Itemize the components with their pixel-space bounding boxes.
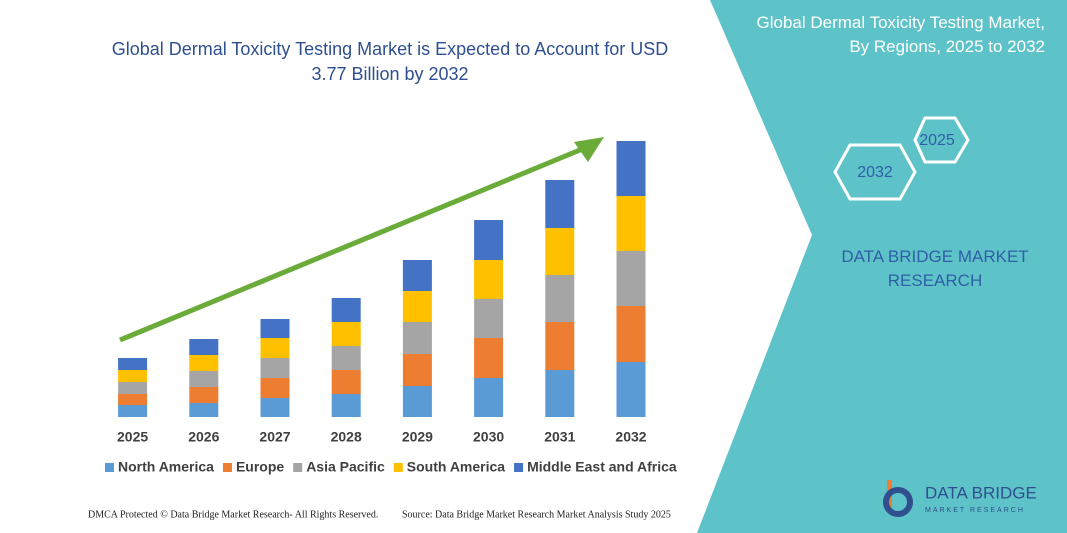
bar-segment [402,260,432,291]
x-tick-label: 2032 [615,429,646,445]
x-tick-label: 2025 [117,429,148,445]
legend-label: Europe [236,459,284,475]
bar-segment [118,405,148,417]
bar-segment [545,180,575,228]
legend-swatch [222,463,232,472]
bar-segment [331,298,361,322]
bar-segment [118,358,148,370]
logo-icon [883,480,913,517]
legend-swatch [514,463,524,472]
bar-segment [616,306,646,362]
legend-swatch [393,463,403,472]
hexagon-label: 2025 [919,132,955,149]
bar-segment [616,141,646,196]
bar-segment [118,382,148,394]
legend-label: Middle East and Africa [527,459,677,475]
bar-segment [545,370,575,417]
bar-segment [189,339,219,355]
hexagons [833,116,970,201]
bar-segment [189,403,219,417]
bar-segment [474,338,504,378]
footer-left: DMCA Protected © Data Bridge Market Rese… [88,509,378,520]
bar-segment [402,291,432,322]
bar-segment [331,346,361,370]
bar-segment [474,260,504,299]
bar-segment [616,362,646,417]
chart-title: Global Dermal Toxicity Testing Market is… [111,39,669,84]
bar-segment [402,322,432,354]
trend-arrow [119,142,593,343]
bar-segment [474,299,504,338]
bar-segment [331,394,361,417]
arrow-head [574,137,604,162]
x-tick-label: 2031 [544,429,575,445]
side-panel [697,0,1067,533]
bar-segment [260,398,290,417]
x-tick-label: 2029 [402,429,433,445]
bar-segment [189,355,219,371]
legend-swatch [293,463,303,472]
bar-segment [616,251,646,306]
bar-segment [118,370,148,382]
x-tick-label: 2026 [188,429,219,445]
bar-segment [260,338,290,358]
bar-segment [189,387,219,403]
bar-segment [331,322,361,346]
legend-label: South America [407,459,505,475]
bar-segment [189,371,219,387]
bar-segment [402,354,432,386]
bar-segment [545,228,575,275]
x-tick-label: 2028 [331,429,362,445]
logo-name: DATA BRIDGE [925,483,1037,502]
bar-segment [474,220,504,260]
bar-segment [260,378,290,398]
panel-title: Global Dermal Toxicity Testing Market, B… [756,13,1045,56]
bar-segment [260,358,290,378]
bar-segment [545,322,575,370]
bar-segment [616,196,646,251]
bar-segment [331,370,361,394]
bar-segment [474,378,504,417]
x-tick-label: 2027 [259,429,290,445]
bar-segment [260,319,290,338]
legend-swatch [105,463,114,472]
x-tick-label: 2030 [473,429,504,445]
legend-label: North America [118,459,214,475]
logo-tagline: MARKET RESEARCH [925,507,1025,514]
bar-segment [402,386,432,417]
hexagon-label: 2032 [857,164,893,181]
panel-brand: DATA BRIDGE MARKET RESEARCH [841,247,1029,290]
bar-segment [118,394,148,405]
legend-label: Asia Pacific [306,459,385,475]
footer-right: Source: Data Bridge Market Research Mark… [402,509,671,520]
bar-segment [545,275,575,322]
